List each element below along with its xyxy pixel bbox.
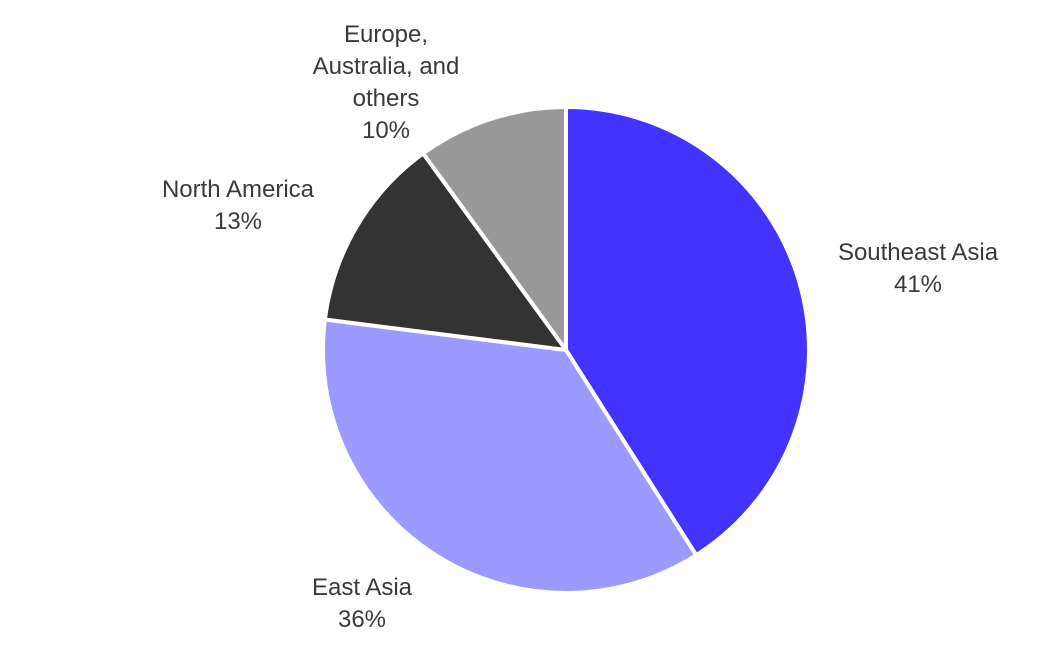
value-label: 13% [213, 208, 263, 235]
pie-slice [321, 317, 699, 595]
slice-label: East Asia 36% [312, 572, 412, 636]
value-label: 41% [893, 271, 943, 298]
category-label: East Asia [311, 574, 413, 601]
value-label: 36% [337, 606, 387, 633]
pie-slice [322, 151, 568, 352]
category-label: Southeast Asia [837, 239, 999, 266]
value-label: 10% [361, 117, 411, 144]
category-label: North America [161, 176, 315, 203]
slice-label: North America 13% [162, 174, 314, 238]
slice-label: Southeast Asia 41% [838, 237, 998, 301]
pie-slice [421, 105, 568, 352]
slice-label: Europe, Australia, and others 10% [294, 19, 479, 147]
category-label: Europe, Australia, and others [312, 21, 460, 112]
